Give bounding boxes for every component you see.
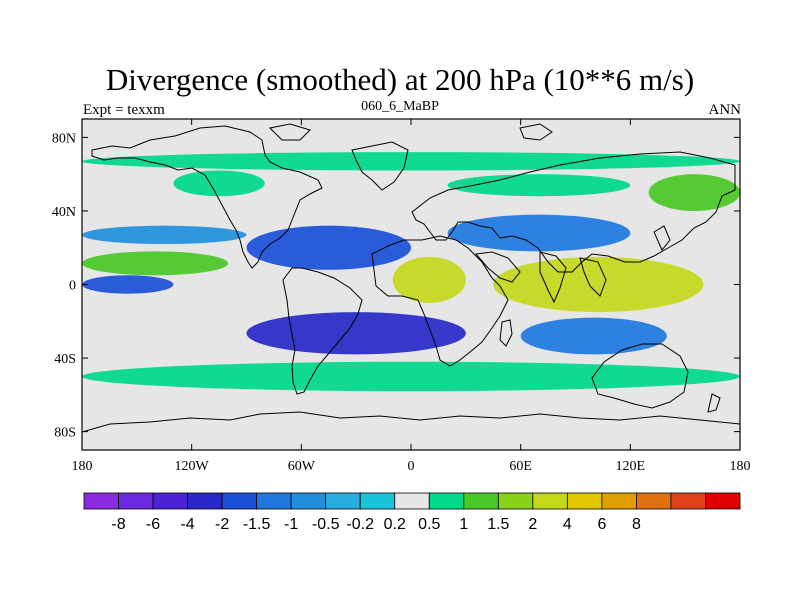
colorbar-box [670,492,706,510]
japan-outline [653,225,671,251]
colorbar-label: 2 [528,516,537,533]
field-sh-subtrop-neg-america [246,312,466,355]
field-eq-neg-pacific [82,275,174,294]
colorbar-label: 1.5 [487,516,509,533]
australia-outline [591,343,689,409]
contour-field [82,152,740,392]
y-tick-label: 40S [54,352,76,367]
colorbar-label: 4 [563,516,572,533]
colorbar-box [566,492,603,510]
colorbar-label: -2 [215,516,229,533]
x-tick-label: 0 [408,459,415,474]
field-nh-subtrop-neg-atlantic [246,225,411,270]
new-zealand-outline [707,393,721,413]
colorbar-box [118,492,154,510]
colorbar-box [187,492,223,510]
colorbar-box [428,492,465,510]
x-tick-label: 120E [616,459,646,474]
colorbar: -8 -6 -4 -2 -1.5 -1 -0.5 -0.2 0.2 0.5 1 1.5 2 4 6 8 [83,492,741,533]
field-eq-pos-indopacific [493,256,704,313]
colorbar-box [601,492,637,510]
india-outline [539,251,567,304]
experiment-label: Expt = texxm [83,102,165,118]
colorbar-label: -4 [180,516,194,533]
colorbar-label: -1 [284,516,298,533]
field-nh-midlat-pos-asia [447,174,631,197]
x-tick-label: 60W [288,459,316,474]
eurasia-outline [411,151,736,273]
africa-outline [371,235,509,367]
colorbar-label: -0.2 [346,516,374,533]
field-nh-midlat-pos-pacific [648,174,740,211]
arabia-outline [475,251,521,283]
colorbar-label: -8 [111,516,125,533]
colorbar-box [221,492,258,510]
colorbar-box [705,492,741,510]
colorbar-box [325,492,361,510]
continent-outlines [82,123,740,450]
north-america-outline [91,125,323,269]
colorbar-label: 0.5 [418,516,440,533]
colorbar-label: -1.5 [243,516,271,533]
southeast-asia-outline [579,257,607,297]
period-label: 060_6_MaBP [361,99,439,114]
field-nh-midlat-pos-atlantic [173,170,265,197]
x-tick-label: 180 [72,459,93,474]
y-tick-label: 80N [52,131,76,146]
colorbar-box [497,492,534,510]
colorbar-box [83,492,119,510]
colorbar-label: 6 [597,516,606,533]
arctic-islands-outline [268,123,553,141]
field-nh-subtrop-neg-pacific [82,225,247,245]
colorbar-box [290,492,327,510]
colorbar-label: 0.2 [384,516,406,533]
field-nh-subtrop-neg-asia [447,214,631,252]
colorbar-label: -0.5 [312,516,340,533]
colorbar-box [256,492,292,510]
field-sh-midlat-pos [82,361,740,392]
greenland-outline [351,141,409,191]
x-axis: 180 120W 60W 0 60E 120E 180 [72,119,751,474]
colorbar-label: 8 [632,516,641,533]
south-america-outline [282,267,363,395]
antarctica-outline [82,411,740,450]
y-axis: 80N 40N 0 40S 80S [52,131,740,441]
chart-title: Divergence (smoothed) at 200 hPa (10**6 … [105,62,695,97]
colorbar-box [532,492,568,510]
colorbar-box [359,492,396,510]
y-tick-label: 80S [54,426,76,441]
x-tick-label: 120W [175,459,210,474]
colorbar-label: 1 [459,516,468,533]
y-tick-label: 40N [52,205,76,220]
colorbar-label: -6 [146,516,160,533]
field-arctic-fringe [82,152,740,171]
field-sh-subtrop-neg-indian [520,317,667,355]
field-eq-pos-pacific [82,251,229,276]
season-label: ANN [708,102,742,118]
colorbar-box [394,492,430,510]
colorbar-box [463,492,499,510]
colorbar-box [636,492,672,510]
y-tick-label: 0 [69,279,76,294]
field-eq-pos-africa [392,256,466,303]
colorbar-box [152,492,188,510]
x-tick-label: 60E [509,459,532,474]
madagascar-outline [499,319,513,347]
x-tick-label: 180 [730,459,751,474]
